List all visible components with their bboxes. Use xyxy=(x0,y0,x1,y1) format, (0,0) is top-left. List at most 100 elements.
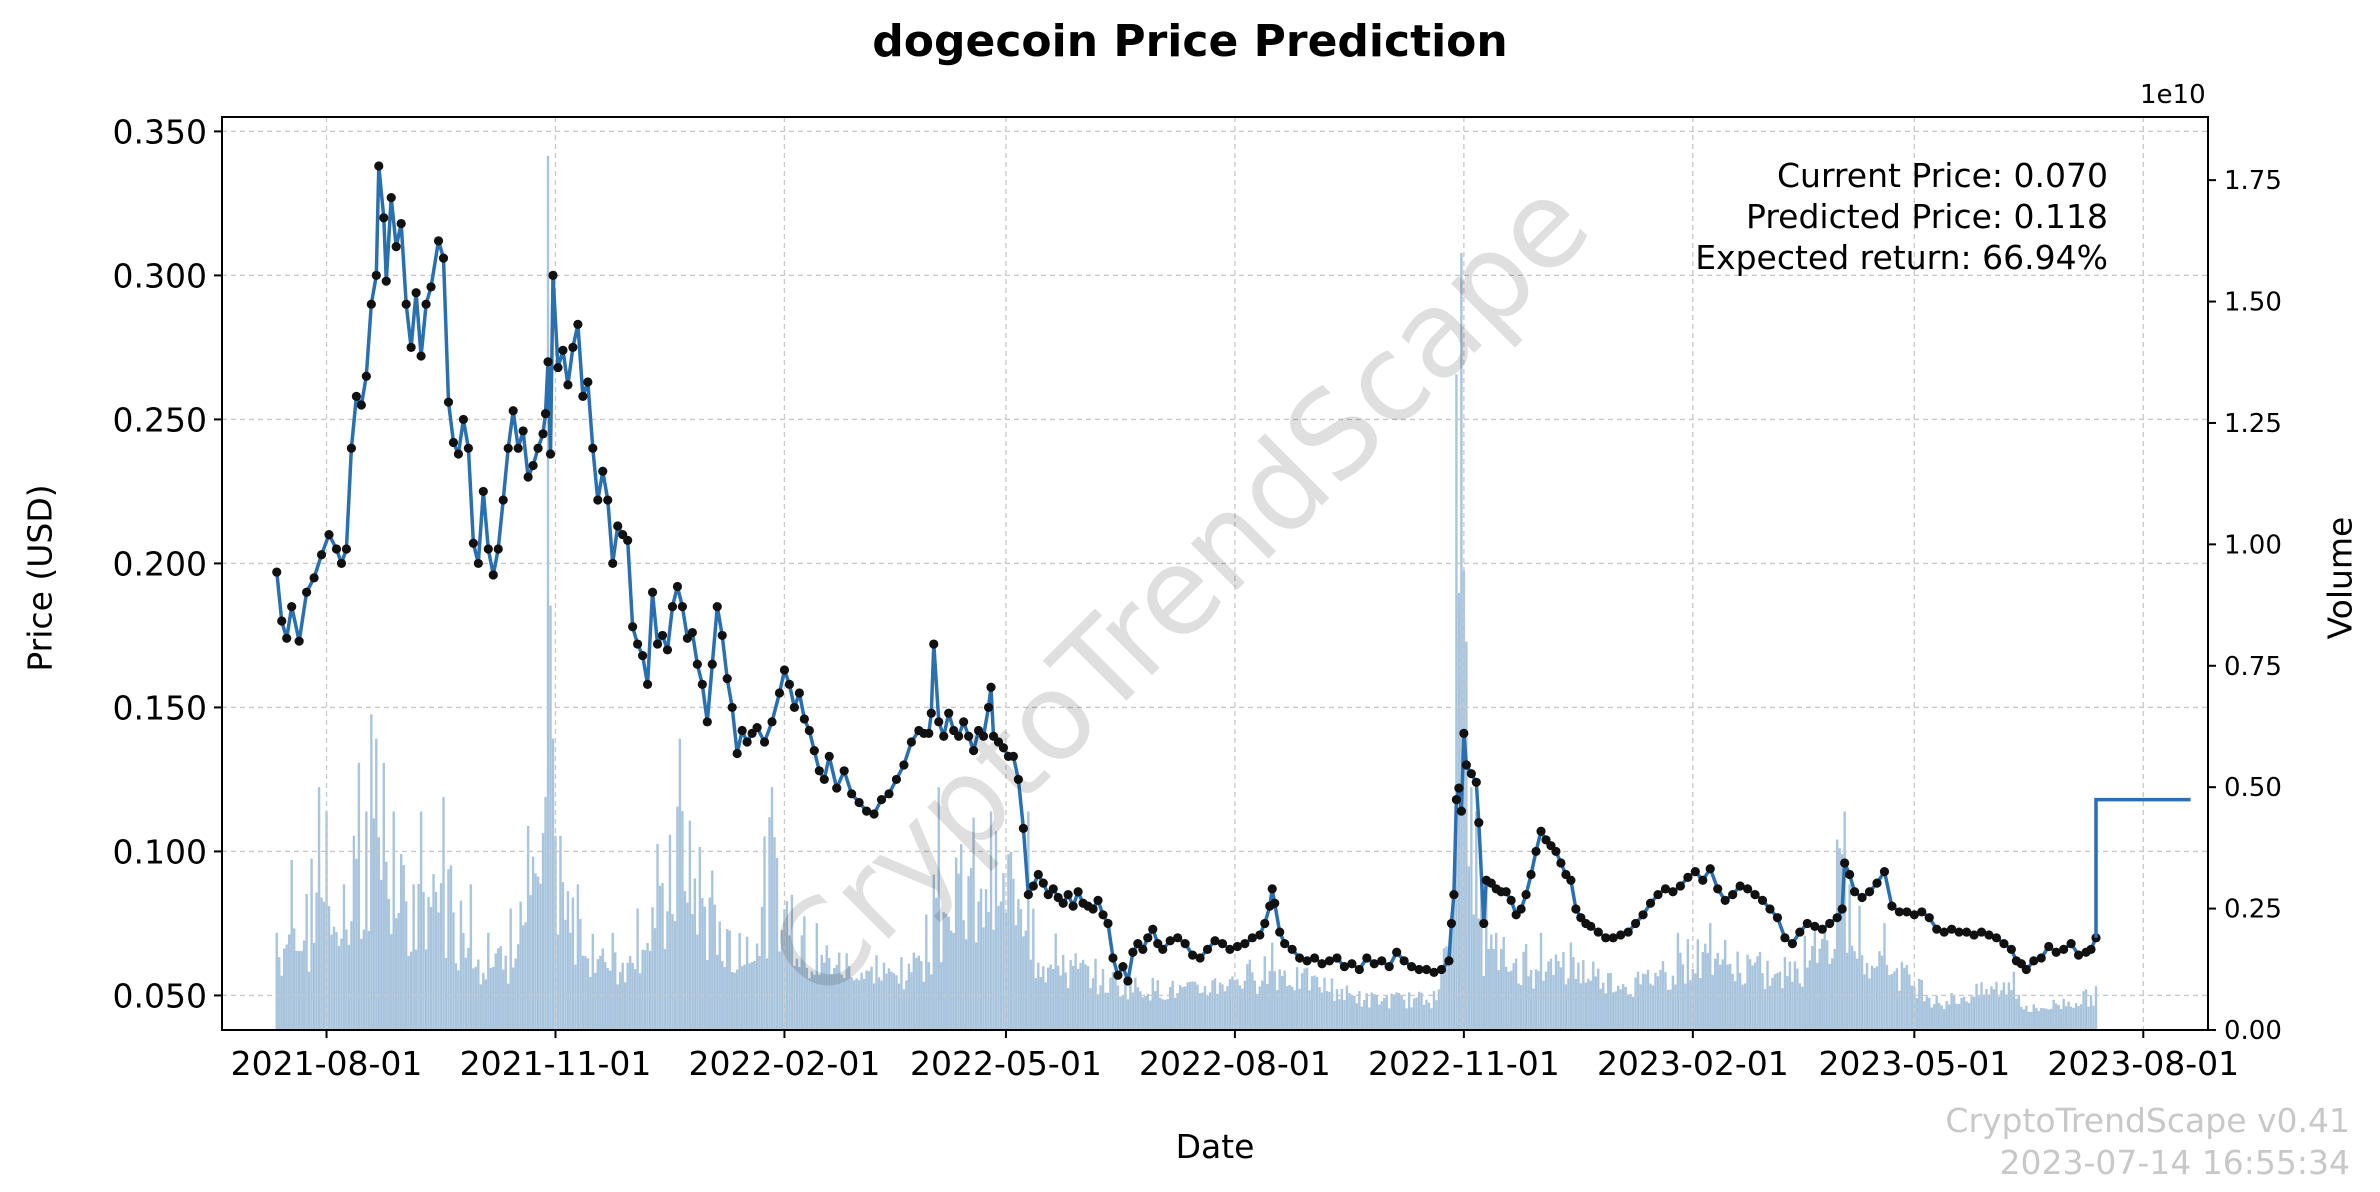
volume-bar xyxy=(681,811,684,1030)
price-point xyxy=(2036,953,2046,963)
volume-bar xyxy=(1392,994,1396,1030)
price-point xyxy=(1113,970,1123,980)
volume-bar xyxy=(1853,951,1856,1030)
volume-bar xyxy=(1280,976,1284,1030)
price-point xyxy=(573,319,583,329)
volume-bar xyxy=(514,958,517,1030)
volume-bar xyxy=(1709,923,1712,1030)
price-point xyxy=(1384,962,1394,972)
x-tick-label: 2022-05-01 xyxy=(910,1044,1102,1083)
price-point xyxy=(1407,962,1417,972)
price-point xyxy=(346,443,357,453)
volume-bar xyxy=(1094,958,1097,1030)
price-point xyxy=(1757,895,1768,905)
price-point xyxy=(553,362,563,373)
price-point xyxy=(1392,947,1402,957)
volume-bar xyxy=(897,983,901,1030)
volume-bar xyxy=(1609,972,1612,1030)
volume-bar xyxy=(385,861,388,1030)
price-point xyxy=(954,731,964,741)
volume-bar xyxy=(422,892,425,1030)
price-point xyxy=(1608,933,1618,943)
volume-bar xyxy=(1509,970,1513,1030)
volume-bar xyxy=(915,957,918,1030)
volume-bar xyxy=(1517,983,1520,1030)
volume-bar xyxy=(668,834,672,1030)
price-point xyxy=(1720,895,1730,905)
price-point xyxy=(374,161,384,171)
volume-bar xyxy=(1512,963,1515,1030)
plot-frame xyxy=(221,116,2209,1031)
volume-bar xyxy=(497,948,500,1030)
volume-bar xyxy=(2022,1009,2026,1030)
price-point xyxy=(1571,904,1581,914)
volume-bar xyxy=(1363,1000,1366,1030)
volume-bar xyxy=(1169,986,1172,1030)
price-point xyxy=(1675,881,1685,891)
volume-bar xyxy=(1151,977,1154,1030)
price-point xyxy=(944,708,954,718)
price-point xyxy=(391,242,401,252)
volume-bar xyxy=(1467,866,1471,1030)
volume-bar xyxy=(499,946,502,1030)
price-point xyxy=(1270,898,1280,908)
volume-bar xyxy=(1733,981,1737,1030)
volume-bar xyxy=(1276,990,1279,1030)
price-point xyxy=(543,357,553,367)
price-point xyxy=(1840,858,1850,868)
price-point xyxy=(861,806,872,816)
volume-bar xyxy=(1099,985,1102,1030)
volume-bar xyxy=(2074,1003,2078,1030)
x-tick-label: 2022-02-01 xyxy=(689,1044,881,1083)
price-point xyxy=(1267,884,1277,894)
volume-bar xyxy=(1308,990,1311,1030)
volume-bar xyxy=(1492,948,1495,1030)
volume-bar xyxy=(1671,975,1675,1030)
volume-bar xyxy=(1793,961,1797,1030)
volume-bar xyxy=(1704,943,1707,1030)
price-point xyxy=(727,702,737,713)
volume-bar xyxy=(591,933,595,1030)
volume-bar xyxy=(1024,930,1028,1030)
price-point xyxy=(493,544,503,554)
volume-bar xyxy=(1049,964,1052,1030)
volume-bar xyxy=(1211,980,1214,1030)
price-point xyxy=(1969,930,1979,940)
price-point xyxy=(1088,904,1098,914)
volume-bar xyxy=(1188,981,1192,1030)
volume-bar xyxy=(362,929,366,1030)
volume-bar xyxy=(1221,984,1224,1030)
volume-bar xyxy=(701,897,704,1030)
volume-bar xyxy=(377,837,380,1030)
volume-bar xyxy=(823,962,826,1030)
volume-bar xyxy=(1154,991,1157,1030)
volume-bar xyxy=(780,930,784,1030)
volume-bar xyxy=(730,972,734,1030)
price-point xyxy=(1850,887,1860,897)
volume-bar xyxy=(691,914,694,1030)
volume-bar xyxy=(676,806,679,1030)
price-point xyxy=(302,587,312,597)
price-point xyxy=(381,276,391,286)
volume-bar xyxy=(1266,983,1269,1030)
volume-bar xyxy=(765,958,769,1030)
volume-bar xyxy=(1323,977,1326,1030)
volume-bar xyxy=(395,918,398,1030)
price-point xyxy=(1683,872,1693,882)
volume-bar xyxy=(487,932,490,1030)
volume-bar xyxy=(1821,938,1824,1030)
volume-bar xyxy=(2064,1006,2068,1030)
volume-bar xyxy=(1714,958,1717,1030)
y2-tick-label: 1.00 xyxy=(2224,530,2282,560)
price-point xyxy=(1063,890,1073,900)
volume-bar xyxy=(2057,1004,2060,1030)
volume-bar xyxy=(842,978,846,1030)
price-point xyxy=(1148,924,1158,934)
volume-bar xyxy=(885,973,888,1030)
volume-bar xyxy=(999,901,1003,1030)
volume-bar xyxy=(1325,990,1329,1030)
volume-bar xyxy=(1656,976,1660,1030)
volume-bar xyxy=(372,818,376,1030)
price-point xyxy=(1832,913,1842,923)
volume-bar xyxy=(887,968,891,1030)
